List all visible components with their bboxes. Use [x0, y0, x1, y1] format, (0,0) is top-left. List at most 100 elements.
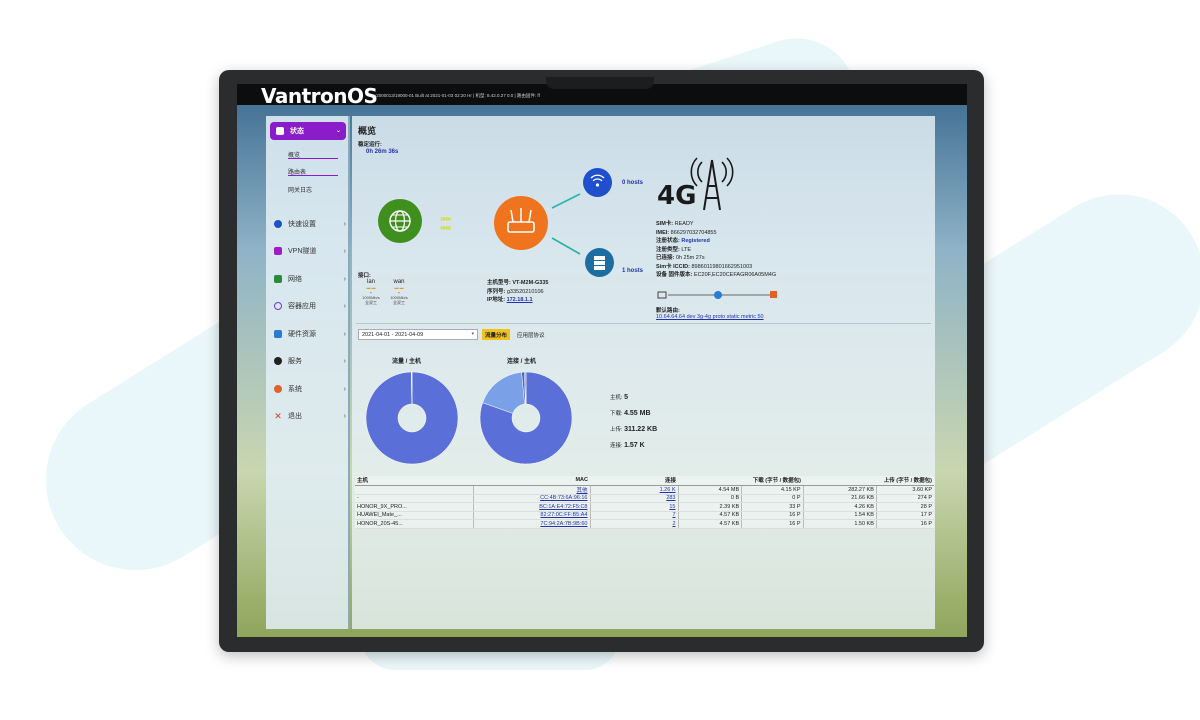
chevron-right-icon: › [343, 385, 346, 393]
divider [356, 323, 931, 324]
table-cell: 0 P [792, 495, 801, 502]
column-header[interactable]: 连接 [590, 476, 678, 486]
uptime-label: 稳定运行: [358, 142, 382, 148]
table-cell: BC:1A:E4:72:F5:C8 [472, 502, 590, 512]
sim-label: SIM卡: [656, 221, 674, 227]
page-title: 概览 [358, 126, 377, 136]
table-cell: 21.66 KB [851, 495, 874, 502]
chevron-right-icon: › [343, 412, 346, 420]
table-cell: 4.57 KB [677, 511, 742, 520]
sidebar-item-quick-setup[interactable]: 快速设置 › [274, 218, 346, 230]
default-route-link[interactable]: 10.64.64.64 dev 3g-4g proto static metri… [656, 314, 764, 320]
mac-link[interactable]: 82:27:0C:FF:B5:A4 [540, 512, 588, 519]
table-cell: 4.57 KB [719, 520, 740, 527]
tab-traffic-distribution[interactable]: 流量分布 [482, 329, 511, 340]
table-cell: HONOR_20S-45... [357, 520, 403, 527]
table-cell: 0 P [741, 494, 804, 503]
table-cell: 1.50 KB [854, 520, 874, 527]
sidebar-item-services[interactable]: 服务 › [274, 355, 346, 367]
table-cell: CC:4B:73:6A:96:16 [472, 494, 590, 503]
connections-link[interactable]: 1.26 K [659, 486, 676, 493]
connections-link[interactable]: 7 [672, 512, 676, 519]
model-label: 主机型号: [487, 280, 511, 286]
ip-link[interactable]: 172.18.1.1 [506, 297, 533, 303]
table-cell: 16 P [789, 520, 801, 527]
traffic-donut-chart [365, 371, 459, 465]
mac-link[interactable]: BC:1A:E4:72:F5:C8 [539, 503, 588, 510]
hosts-value: 5 [624, 394, 628, 401]
screen: VantronOS v2000013/19000-01 Built at 202… [237, 84, 967, 637]
model-value: VT-M2M-G335 [512, 280, 549, 286]
settings-icon [274, 385, 282, 393]
column-header[interactable]: 主机 [355, 476, 473, 486]
column-header[interactable]: 下载 (字节 / 数据包) [678, 476, 804, 486]
network-icon [274, 247, 282, 255]
column-header[interactable]: 上传 (字节 / 数据包) [803, 476, 934, 486]
chevron-right-icon: › [343, 357, 346, 365]
close-icon: ✕ [274, 411, 282, 421]
connections-link[interactable]: 283 [666, 495, 676, 502]
server-icon [585, 248, 614, 277]
port-name: wan [393, 279, 405, 285]
table-cell: HONOR_20S-45... [355, 519, 473, 529]
subitem-gateway-log[interactable]: 网关日志 [288, 188, 313, 194]
sidebar-item-system[interactable]: 系统 › [274, 383, 346, 395]
tab-app-protocol[interactable]: 应用层协议 [517, 333, 545, 339]
table-cell: 1.54 KB [854, 512, 874, 519]
sidebar-item-network[interactable]: 网络 › [274, 273, 346, 285]
type-label: 注册类型: [656, 246, 680, 253]
connections-label: 连接: [610, 443, 623, 449]
sidebar-item-label: 服务 [288, 358, 302, 365]
table-cell: 16 P [875, 519, 934, 529]
sidebar-item-containers[interactable]: 容器应用 › [274, 300, 346, 312]
upload-label: 上传: [610, 427, 623, 433]
device-info: 主机型号: VT-M2M-G335 序列号: g33520210106 IP地址… [487, 279, 548, 305]
connections-link[interactable]: 15 [669, 503, 676, 510]
sidebar-item-label: 状态 [290, 128, 304, 135]
plug-icon: ⌁ [369, 290, 373, 295]
table-cell [355, 485, 473, 495]
wifi-hosts-link[interactable]: 0 hosts [622, 180, 644, 186]
table-row: 其他 1.26 K 4.54 MB 4.15 KP 282.27 KB 3.60 KP [355, 485, 934, 495]
table-cell: 2.39 KB [677, 502, 742, 512]
mac-link[interactable]: CC:4B:73:6A:96:16 [540, 495, 588, 502]
date-range-value: 2021-04-01 - 2021-04-09 [362, 332, 424, 338]
chevron-right-icon: › [343, 247, 346, 255]
cell-tower-icon [690, 157, 734, 211]
chevron-right-icon: › [343, 275, 346, 283]
table-cell: 3.60 KP [912, 486, 932, 493]
table-cell: 4.54 MB [718, 486, 740, 493]
logo: VantronOS [261, 84, 378, 108]
table-cell: 15 [589, 502, 678, 512]
subitem-overview[interactable]: 概览 [288, 153, 301, 159]
top-bar: VantronOS v2000013/19000-01 Built at 202… [237, 84, 967, 108]
date-range-select[interactable]: 2021-04-01 - 2021-04-09 ▾ [358, 329, 478, 340]
lan-hosts-link[interactable]: 1 hosts [622, 268, 644, 274]
sidebar-item-status[interactable]: 状态 ⌄ [270, 122, 346, 140]
imei-value: 866297032704855 [670, 229, 717, 236]
table-row: HONOR_20S-45... 7C:94:2A:7B:9B:60 2 4.57 KB… [355, 519, 934, 529]
table-cell: 17 P [875, 511, 934, 520]
column-header[interactable]: MAC [473, 476, 590, 486]
subitem-routes[interactable]: 路由表 [288, 170, 307, 176]
table-cell: HONOR_9X_PRO... [355, 502, 473, 512]
port-status-icon: ▬ ▬ [366, 285, 376, 290]
sim-info: SIM卡: READY IMEI: 866297032704855 注册状态: … [656, 220, 776, 280]
port-speed: 1000Mb/s [362, 295, 380, 300]
table-cell: HONOR_9X_PRO... [357, 503, 407, 510]
sidebar-item-hardware[interactable]: 硬件资源 › [274, 328, 346, 340]
sidebar-item-vpn[interactable]: VPN隧道 › [274, 245, 346, 257]
sim-value: READY [674, 221, 694, 227]
table-cell: 17 P [920, 512, 932, 519]
mac-link[interactable]: 其他 [576, 487, 588, 494]
mac-link[interactable]: 7C:94:2A:7B:9B:60 [540, 520, 588, 527]
sidebar-item-logout[interactable]: ✕ 退出 › [274, 410, 346, 422]
connections-link[interactable]: 2 [672, 520, 676, 527]
table-cell: 28 P [875, 502, 934, 512]
pie-slice[interactable] [479, 371, 573, 465]
sidebar-item-label: 硬件资源 [288, 331, 316, 338]
pie-slice[interactable] [365, 371, 459, 465]
table-cell: 16 P [920, 520, 932, 527]
table-cell: 3.60 KP [875, 485, 934, 495]
database-icon [276, 127, 284, 135]
